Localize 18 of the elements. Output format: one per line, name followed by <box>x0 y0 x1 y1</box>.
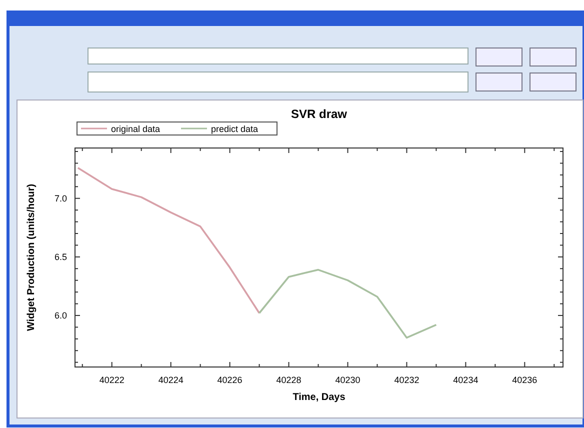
x-tick-label: 40226 <box>217 375 242 385</box>
y-axis-title: Widget Production (units/hour) <box>26 184 37 332</box>
legend-label: predict data <box>211 124 258 134</box>
x-tick-label: 40234 <box>453 375 478 385</box>
line-series <box>77 167 260 314</box>
y-tick-label: 6.0 <box>54 310 67 320</box>
x-tick-label: 40230 <box>335 375 360 385</box>
x-tick-label: 40232 <box>394 375 420 385</box>
legend-label: original data <box>111 124 160 134</box>
x-tick-label: 40224 <box>158 375 184 385</box>
y-tick-label: 7.0 <box>54 193 67 204</box>
x-tick-label: 40228 <box>276 375 302 385</box>
x-tick-label: 40222 <box>99 375 124 385</box>
line-series <box>258 268 438 339</box>
chart-title: SVR draw <box>290 107 348 121</box>
x-axis-title: Time, Days <box>292 392 346 403</box>
x-tick-label: 40236 <box>512 375 538 385</box>
y-tick-label: 6.5 <box>54 252 67 262</box>
